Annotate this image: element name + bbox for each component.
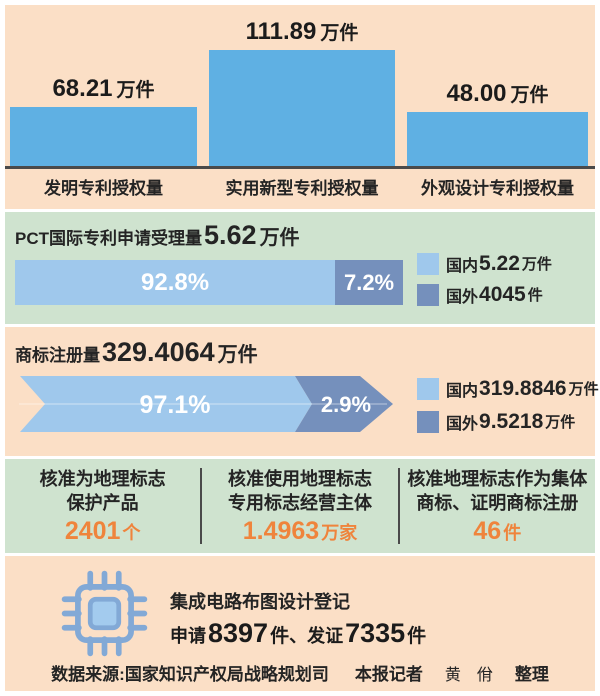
pct-title: PCT国际专利申请受理量 5.62 万件 [15,220,300,251]
trademark-legend-domestic: 国内 319.8846 万件 [417,377,599,400]
chip-icon-svg [61,570,148,657]
trademark-title-text: 商标注册量 [15,346,100,365]
infographic-root: 68.21 万件 111.89 万件 48.00 万件 发明专利授权量 实用新型专利授… [5,5,599,691]
trademark-legend-foreign: 国外 9.5218 万件 [417,410,599,433]
pct-legend-domestic: 国内 5.22 万件 [417,252,552,275]
trademark-title-value: 329.4064 [102,337,215,367]
legend-value: 5.22 [479,251,520,275]
bar-value-unit: 万件 [320,23,359,44]
pct-title-text: PCT国际专利申请受理量 [15,229,202,248]
legend-swatch-domestic-icon [417,252,439,275]
bar-value-number: 48.00 [446,80,507,107]
pct-section: PCT国际专利申请受理量 5.62 万件 92.8% 7.2% 国内 5.22 … [5,212,595,324]
legend-swatch-domestic-icon [417,377,439,400]
legend-name: 国外 [446,288,479,306]
legend-name: 国内 [446,257,479,275]
pct-title-unit: 万件 [259,227,300,249]
trademark-section: 商标注册量 329.4064 万件 97.1% 2.9% 国内 319.8846… [5,327,599,456]
footer-reporter-name: 黄 佾 [444,667,499,684]
pct-segment-foreign: 7.2% [335,260,403,305]
geo-col-collective-marks: 核准地理标志作为集体 商标、证明商标注册 46 件 [400,467,595,546]
bar-value-unit: 万件 [116,80,155,101]
ic-text-block: 集成电路布图设计登记 申请 8397 件 、 发证 7335 件 [170,588,426,649]
ic-separator: 、 [289,626,308,646]
legend-name: 国外 [446,415,479,433]
bar-value-utility: 111.89 万件 [209,18,395,46]
ic-grant-value: 7335 [345,618,406,648]
geo-col-business-entities: 核准使用地理标志 专用标志经营主体 1.4963 万家 [202,467,397,546]
bar-utility [209,50,395,166]
legend-unit: 件 [527,287,543,304]
pct-stacked-bar: 92.8% 7.2% [15,260,403,305]
legend-swatch-foreign-icon [417,283,439,306]
legend-value: 319.8846 [479,376,567,400]
pct-title-value: 5.62 [204,220,257,250]
vertical-divider [200,468,203,544]
geo-indications-section: 核准为地理标志 保护产品 2401 个 核准使用地理标志 专用标志经营主体 1.4… [5,459,595,553]
bar-label-design: 外观设计专利授权量 [421,179,574,198]
footer-source: 数据来源:国家知识产权局战略规划司 [51,665,329,684]
legend-swatch-foreign-icon [417,410,439,433]
pct-legend: 国内 5.22 万件 国外 4045 件 [417,252,552,306]
pct-segment-domestic: 92.8% [15,260,336,305]
geo-number: 1.4963 万家 [202,517,397,546]
legend-unit: 万件 [568,381,599,398]
legend-value: 9.5218 [479,409,544,433]
geo-text-line2: 保护产品 [66,492,139,513]
bar-invention [10,107,197,166]
legend-value: 4045 [479,282,526,306]
trademark-title: 商标注册量 329.4064 万件 [15,337,258,368]
bar-value-number: 68.21 [52,75,113,102]
geo-text-line2: 专用标志经营主体 [227,492,372,513]
arrow-label-foreign: 2.9% [321,392,371,417]
geo-number-unit: 件 [503,522,522,543]
arrow-label-domestic: 97.1% [140,391,211,419]
ic-title: 集成电路布图设计登记 [170,592,350,612]
bar-label-utility: 实用新型专利授权量 [225,179,379,198]
legend-unit: 万件 [545,414,576,431]
data-source-footer: 数据来源:国家知识产权局战略规划司 本报记者 黄 佾 整理 [5,660,595,685]
geo-number-value: 1.4963 [242,516,320,545]
footer-suffix: 整理 [514,665,549,684]
vertical-divider [397,468,400,544]
ic-apply-unit: 件 [270,626,290,647]
ic-layout-section: 集成电路布图设计登记 申请 8397 件 、 发证 7335 件 数据来源:国家… [5,556,595,691]
patent-bar-chart-section: 68.21 万件 111.89 万件 48.00 万件 发明专利授权量 实用新型专利授… [5,5,595,209]
geo-number-value: 2401 [64,516,121,545]
legend-unit: 万件 [521,256,552,273]
trademark-arrow-bar: 97.1% 2.9% [15,375,395,438]
footer-reporter-label: 本报记者 [354,665,423,684]
chip-icon [57,566,152,666]
geo-number: 46 件 [400,517,595,546]
arrow-segment-domestic [20,376,312,432]
arrow-chart-svg: 97.1% 2.9% [19,376,393,432]
bar-design [407,112,588,166]
geo-col-protected-products: 核准为地理标志 保护产品 2401 个 [5,467,200,546]
geo-text-line1: 核准使用地理标志 [227,468,372,489]
bar-value-unit: 万件 [510,85,549,106]
trademark-title-unit: 万件 [217,344,258,366]
bar-label-invention: 发明专利授权量 [44,179,163,198]
ic-apply-value: 8397 [208,618,269,648]
ic-stats-line: 申请 8397 件 、 发证 7335 件 [170,618,426,649]
bar-value-invention: 68.21 万件 [10,75,197,103]
bar-value-number: 111.89 [245,18,317,45]
pct-legend-foreign: 国外 4045 件 [417,283,552,306]
geo-text-line2: 商标、证明商标注册 [416,492,579,513]
geo-text-line1: 核准为地理标志 [39,468,166,489]
geo-number-unit: 个 [122,522,141,543]
arrow-segment-foreign [295,376,393,432]
geo-number: 2401 个 [5,517,200,546]
ic-grant-label: 发证 [307,626,344,646]
chart-baseline [5,166,595,169]
trademark-legend: 国内 319.8846 万件 国外 9.5218 万件 [417,377,599,433]
geo-number-value: 46 [473,516,502,545]
geo-number-unit: 万家 [321,522,358,543]
ic-grant-unit: 件 [407,626,427,647]
legend-name: 国内 [446,382,479,400]
geo-text-line1: 核准地理标志作为集体 [407,468,588,489]
bar-value-design: 48.00 万件 [407,80,588,108]
ic-apply-label: 申请 [170,626,206,646]
